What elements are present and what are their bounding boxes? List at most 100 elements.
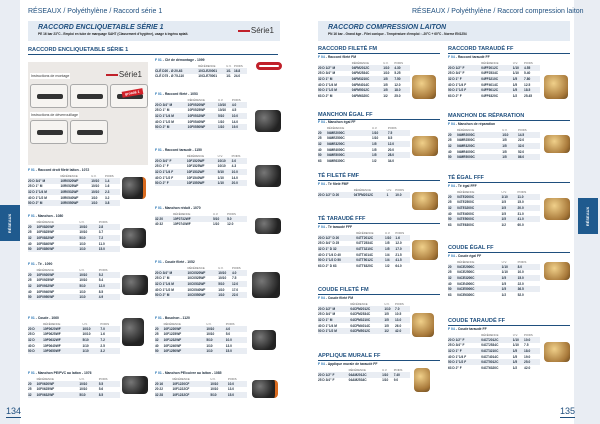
table-cell: 25 [28,387,32,392]
product-name: Té - 1090 [37,262,53,266]
table-row: 32 D 1" M 04CFM3210C 1/5 13.0 [318,317,410,323]
table-cell: 10F0620WF [43,326,83,332]
table-row: 32 D 1"1/4 M 10R0532WF 10/10 2.3 [28,189,120,195]
table-cell: 7.5 [387,130,410,136]
section-title: RACCORD ENCLIQUETABLE SÉRIE 1 [28,47,278,55]
table-cell: 10/10 [206,326,226,332]
table-cell: 32 D 1"1/4 M [155,113,188,119]
table-row: 20 22 10F1222CF 10/10 13.0 [155,387,247,393]
table-cell: 04CFM4014C [350,323,371,328]
product-table-grid: RÉFÉRENCE U.V. POIDS 20 D 3/4" F 10F1520WF 10… [155,153,247,186]
table-cell: 04FM4014C [351,82,370,87]
table-cell: 20.0 [387,147,395,152]
product-name: Coude fileté - 1052 [164,260,195,264]
column-header: POIDS [517,189,527,194]
table-cell: 5/10 [217,169,232,175]
product-code: F 04 [448,55,455,59]
section-title: RACCORD TARAUDÉ FF [448,46,570,54]
table-header: RÉFÉRENCE U.V. POIDS [318,60,410,65]
table-header: RÉFÉRENCE U.V. POIDS [318,230,410,235]
product-table: F 01 - Manchon PE/PVC au laiton - 1076 RÉ… [28,371,120,398]
product-table-grid: RÉFÉRENCE U.V. POIDS 20 D 10F0620WF 10/10 7.0 2… [28,321,120,354]
table-row: 50 D 2" M 10R0550WF 1/10 3.8 [28,200,120,206]
table-cell: 10F1525WF [186,164,205,169]
table-header: RÉFÉRENCE U.V. POIDS [155,321,247,326]
product-code: F 01 [155,371,162,375]
table-cell: 5.0 [227,216,247,222]
table-row: 32 04TE3200C 1/5 20.0 [448,205,540,211]
table-cell: 10F0920WF [36,272,80,278]
table-cell: 10.0 [524,337,540,343]
table-row: 25 D 1" F 10F1525WF 10/10 4.3 [155,164,247,170]
product-title: F 04 - Raccord taraudé FF [448,55,540,59]
table-cell: 04CFM2534C [350,312,371,317]
column-header: RÉFÉRENCE [456,127,475,132]
product-table: F 04 - Té taraudé FFF RÉFÉRENCE U.V. POIDS 2… [318,225,410,269]
product-title: F 01 - Manchon - 1080 [28,214,120,218]
banner-subtitle: PE 16 bar 23°C - Emploi en tube de marqu… [38,32,189,36]
table-cell: 10F0832WF [36,235,80,241]
table-cell: 10F1220WF [163,326,207,332]
table-row: 50 D 1"1/2 F 04FF5012C 1/5 18.5 [448,87,540,93]
table-cell: 5.6 [98,387,104,392]
table-cell: 10F0532WF [187,113,219,119]
table-row: 20 D 1/2" D 20 04TT2012C 1/10 1.6 [318,235,410,241]
table-cell: 1/10 [217,180,232,186]
product-table: F 01 - Raccord droit fileté laiton - 107… [28,168,120,206]
table-cell: 1/5 [512,354,518,359]
table-cell: 10F0825WF [36,230,55,235]
table-cell: 40 [28,241,32,246]
table-row: 25 D 1" M 10R0525WF 10/10 1.6 [28,184,120,190]
product-image [122,177,146,199]
table-cell: 1/5 [383,76,395,82]
column-header: U.V. [226,63,232,68]
product-table-grid: RÉFÉRENCE U.V. POIDS 20 D 1/2" M 04FM2012C 1/… [318,60,410,99]
product-table-grid: RÉFÉRENCE U.V. POIDS 20 D 3/4" M 10R0520WF 10… [28,173,120,206]
table-cell: 1/10 [512,71,519,76]
product-image [544,198,570,220]
table-cell: 04ME4000C [327,147,345,152]
table-cell: 1/5 [372,152,388,158]
table-cell: 10CLE20001 [198,68,227,74]
table-cell: 4.55 [524,65,540,71]
table-cell: CLÉ D75 - Ø 75-110 [155,74,185,79]
table-row: 20 04TE2000C 1/10 11.0 [448,194,540,200]
table-cell: 04TFM2012C [353,192,387,198]
table-cell: 7.40 [393,372,410,378]
table-cell: 1/2 [501,292,507,297]
table-cell: 25 D 3/4" F [448,71,465,76]
table-cell: 10/10 [210,381,228,387]
table-cell: 32.0 [517,143,540,149]
table-cell: 04CE2500C [457,270,475,275]
table-cell: 10F1220CF [172,381,211,387]
table-cell: 20 [448,264,458,270]
table-header: RÉFÉRENCE U.V. POIDS [318,187,410,192]
table-cell: 10C0550WF [187,292,219,298]
table-row: 63 D 2" F 04FF6320C 1/2 25.45 [448,93,540,99]
table-cell: 04FM6320C [351,93,370,98]
table-cell: 10F1232WF [163,337,207,343]
table-cell: 40 D 1"1/4 F [448,82,467,87]
table-cell: 04MR5000C [456,154,503,160]
column-header: U.V. [386,187,392,192]
product-table: F 01 - Manchon PE/cuivre au laiton - 108… [155,371,247,398]
table-cell: 4.3 [231,164,237,169]
table-cell: 04FM5012C [351,87,384,93]
table-cell: 63 [318,158,322,163]
product-title: F 04 - Té égal FFF [448,184,540,188]
table-cell: 10/10 [79,224,99,230]
table-cell: 10/10 [79,381,99,387]
table-cell: 1/5 [501,200,506,205]
table-row: 50 04TE5000C 1/5 41.0 [448,216,540,222]
section-tab-reseaux-right[interactable]: RÉSEAUX [578,198,598,234]
section-tab-reseaux[interactable]: RÉSEAUX [0,205,20,241]
column-header: RÉFÉRENCE [457,189,475,194]
table-row: 50 04MR5000C 1/5 86.0 [448,154,540,160]
product-title: F 04 - Té fileté FMF [318,182,410,186]
table-cell: 5.40 [524,71,531,76]
table-row: 40 10F0940WF 1/10 8.5 [28,289,120,295]
table-cell: 04TE5000C [457,216,502,222]
table-row: 40 10F0840WF 1/10 11.0 [28,241,120,247]
table-header: RÉFÉRENCE U.V. POIDS [448,127,540,132]
table-row: 25 04CE2500C 1/10 10.0 [448,270,540,276]
